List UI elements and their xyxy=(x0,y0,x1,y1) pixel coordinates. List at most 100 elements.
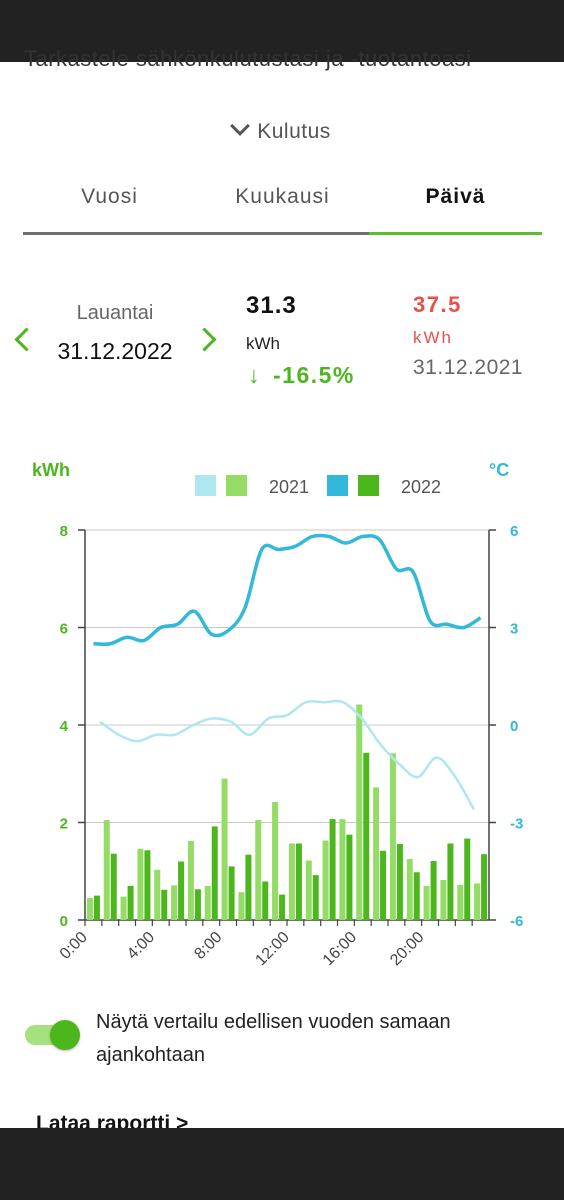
tab-underline xyxy=(23,232,369,235)
period-tabs: Vuosi Kuukausi Päivä xyxy=(23,185,542,209)
y-right-tick-label: 6 xyxy=(510,523,518,540)
bar-2021 xyxy=(137,848,144,920)
chevron-down-icon xyxy=(230,116,251,136)
consumption-change: ↓ -16.5% xyxy=(248,362,355,389)
bar-2021 xyxy=(154,869,161,920)
previous-year-value: 37.5 xyxy=(413,292,462,317)
system-status-bar xyxy=(0,0,564,62)
bar-2022 xyxy=(295,843,302,920)
bar-2021 xyxy=(238,892,245,920)
bar-2021 xyxy=(474,883,481,920)
bar-2022 xyxy=(329,819,336,920)
y-left-tick-label: 2 xyxy=(60,816,68,833)
bar-2022 xyxy=(481,854,488,920)
bar-2022 xyxy=(211,826,218,920)
y-right-tick-label: 0 xyxy=(510,718,518,735)
previous-day-chevron-icon[interactable] xyxy=(14,327,39,352)
mode-selector[interactable]: Kulutus xyxy=(0,116,564,144)
compare-toggle[interactable] xyxy=(25,1020,81,1050)
bar-2022 xyxy=(430,861,437,920)
compare-toggle-label: Näytä vertailu edellisen vuoden samaan a… xyxy=(96,1011,451,1066)
y-right-tick-label: -6 xyxy=(510,913,523,930)
legend-label-2021: 2021 xyxy=(269,477,309,497)
bar-2021 xyxy=(322,840,329,920)
bar-2021 xyxy=(288,843,295,920)
bar-2022 xyxy=(346,834,353,920)
bar-2021 xyxy=(103,820,110,920)
bar-2022 xyxy=(161,889,168,920)
bar-2021 xyxy=(221,778,228,920)
tab-year[interactable]: Vuosi xyxy=(81,185,138,208)
bar-2021 xyxy=(389,753,396,920)
system-navigation-bar xyxy=(0,1128,564,1200)
bar-2021 xyxy=(272,802,279,920)
page-subtitle: Tarkastele sähkönkulutustasi ja -tuotant… xyxy=(24,46,472,71)
bar-2022 xyxy=(178,861,185,920)
bar-2022 xyxy=(464,838,471,920)
bar-2022 xyxy=(144,850,151,920)
left-axis-unit: kWh xyxy=(32,460,70,480)
previous-year-unit: kWh xyxy=(413,328,453,347)
bar-2021 xyxy=(171,885,178,920)
bar-2021 xyxy=(204,885,211,920)
bar-2022 xyxy=(110,853,117,920)
tab-day[interactable]: Päivä xyxy=(425,185,486,208)
bar-2022 xyxy=(245,854,252,920)
bar-2021 xyxy=(356,704,363,920)
bar-2021 xyxy=(86,898,93,920)
bar-2022 xyxy=(380,850,387,920)
legend-swatch-temp-2022 xyxy=(327,475,348,496)
current-consumption-unit: kWh xyxy=(246,334,280,353)
x-tick-label: 0:00 xyxy=(57,929,91,963)
bar-2021 xyxy=(120,896,127,920)
consumption-chart: 0 2 4 6 8 -6 -3 0 3 6 0:00 4:00 8:00 12:00 16:00 20:00 k… xyxy=(32,460,523,969)
bar-2022 xyxy=(127,885,134,920)
legend-swatch-bar-2022 xyxy=(358,475,379,496)
y-left-tick-label: 8 xyxy=(60,523,68,540)
x-tick-label: 4:00 xyxy=(124,929,158,963)
bar-2022 xyxy=(413,872,420,920)
bar-2021 xyxy=(305,860,312,920)
y-left-tick-label: 0 xyxy=(60,913,68,930)
bar-2021 xyxy=(406,859,413,920)
bar-2021 xyxy=(255,820,262,920)
bar-2022 xyxy=(228,866,235,920)
bar-2021 xyxy=(440,880,447,920)
y-left-tick-label: 4 xyxy=(60,718,69,735)
toggle-knob xyxy=(50,1020,80,1050)
x-tick-label: 8:00 xyxy=(191,929,225,963)
selected-date: 31.12.2022 xyxy=(57,338,173,364)
bar-2022 xyxy=(194,889,201,920)
legend-label-2022: 2022 xyxy=(401,477,441,497)
mode-label: Kulutus xyxy=(257,120,331,143)
y-right-tick-label: -3 xyxy=(510,816,523,833)
bar-2021 xyxy=(457,884,464,920)
bar-2021 xyxy=(339,819,346,920)
tab-month[interactable]: Kuukausi xyxy=(235,185,330,208)
bar-2022 xyxy=(93,895,100,920)
temperature-line-2021 xyxy=(99,699,476,811)
weekday-label: Lauantai xyxy=(76,302,154,324)
x-tick-label: 20:00 xyxy=(387,929,427,969)
bar-2022 xyxy=(363,752,370,920)
legend-swatch-bar-2021 xyxy=(226,475,247,496)
bar-2022 xyxy=(262,881,269,920)
x-tick-label: 16:00 xyxy=(320,929,360,969)
bar-2022 xyxy=(279,894,286,920)
bar-2021 xyxy=(187,841,194,920)
temperature-line-2022 xyxy=(93,533,482,646)
x-tick-label: 12:00 xyxy=(252,929,292,969)
next-day-chevron-icon[interactable] xyxy=(192,327,217,352)
bar-2022 xyxy=(312,875,319,920)
bar-2021 xyxy=(423,885,430,920)
right-axis-unit: °C xyxy=(489,460,509,480)
bar-2022 xyxy=(447,843,454,920)
tab-active-indicator xyxy=(369,232,542,235)
bar-2022 xyxy=(396,843,403,920)
arrow-down-icon: ↓ xyxy=(248,362,261,388)
consumption-change-value: -16.5% xyxy=(273,362,355,388)
previous-year-date: 31.12.2021 xyxy=(413,356,524,379)
y-right-tick-label: 3 xyxy=(510,621,518,638)
bar-2021 xyxy=(373,787,380,920)
y-left-tick-label: 6 xyxy=(60,621,68,638)
